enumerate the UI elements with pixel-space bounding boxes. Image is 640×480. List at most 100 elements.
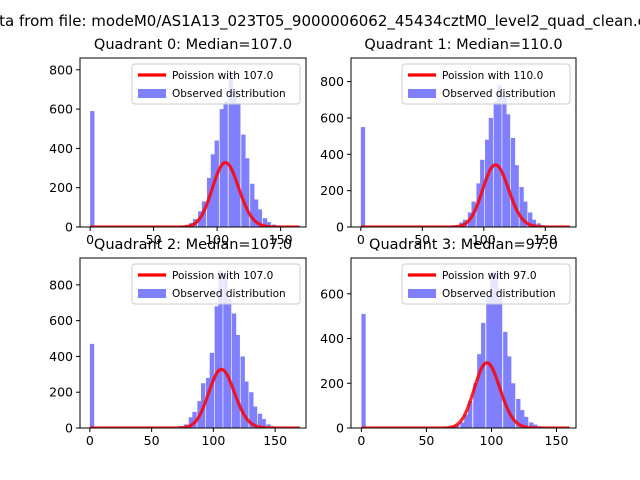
histogram-bar (231, 313, 237, 428)
panel-title: Quadrant 2: Median=107.0 (94, 237, 292, 253)
histogram-bar (261, 419, 266, 428)
panel-title: Quadrant 3: Median=97.0 (369, 237, 558, 253)
histogram-bar (519, 187, 524, 227)
axes-frame (350, 57, 577, 228)
y-tick-label: 600 (49, 313, 73, 328)
histogram-bar (497, 85, 502, 227)
y-tick-label: 400 (49, 349, 73, 364)
x-tick-label: 100 (205, 232, 229, 247)
quadrant-panel-1: 0 50 100 150 0 200 400 600 800 Quadrant 1: Median… (320, 37, 577, 247)
histogram-bar (481, 322, 486, 428)
axes-frame (79, 57, 307, 228)
panel-title: Quadrant 0: Median=107.0 (94, 37, 292, 53)
legend: Poission with 97.0 Observed distribution (401, 263, 571, 305)
histogram-bar (188, 417, 193, 428)
histogram-bar (464, 414, 469, 428)
histogram-bar (494, 271, 499, 428)
legend-label-observed: Observed distribution (442, 88, 556, 100)
quadrant-panel-0: 0 50 100 150 0 200 400 600 800 Quadrant 0: Median… (49, 37, 307, 247)
x-tick-label: 0 (86, 433, 94, 448)
histogram-bar (226, 299, 232, 428)
histogram-bar (460, 422, 465, 428)
histogram-bar (219, 109, 224, 227)
histogram-bar (262, 218, 268, 227)
axes-frame (79, 257, 307, 429)
histogram-bar (257, 413, 263, 428)
histogram-bar (192, 411, 197, 428)
histogram-bar (473, 383, 478, 428)
poisson-curve (360, 163, 571, 227)
histogram-bar (523, 201, 528, 227)
y-tick-label: 400 (320, 331, 344, 346)
x-tick-label: 50 (414, 232, 430, 247)
legend-bar-swatch (138, 89, 166, 98)
histogram-bar (510, 383, 516, 428)
histogram-bar (507, 356, 512, 428)
legend: Poission with 107.0 Observed distribution (131, 63, 301, 105)
y-tick-label: 600 (49, 102, 73, 117)
poisson-curve (89, 161, 300, 227)
histogram-bar (223, 274, 228, 428)
legend-label-observed: Observed distribution (172, 88, 286, 100)
histogram-bar (514, 165, 519, 227)
x-tick-label: 50 (418, 433, 434, 448)
legend-label-poisson: Poission with 107.0 (172, 270, 273, 282)
histogram-bar (250, 183, 255, 227)
legend-label-poisson: Poission with 97.0 (442, 270, 537, 282)
histogram-bar (531, 219, 537, 227)
y-tick-label: 200 (320, 183, 344, 198)
histogram-bar (89, 343, 95, 428)
histogram-bar (490, 271, 495, 428)
legend: Poission with 107.0 Observed distribution (131, 263, 301, 305)
histogram-bar (245, 158, 250, 227)
histogram-bar (361, 313, 366, 428)
legend-bar-swatch (408, 289, 436, 298)
histogram-bar (516, 398, 521, 428)
panel-title: Quadrant 1: Median=110.0 (364, 37, 562, 53)
histogram-bar (241, 134, 246, 227)
histogram-bar (214, 140, 219, 227)
legend-box (401, 263, 571, 305)
y-tick-label: 200 (49, 385, 73, 400)
x-tick-label: 150 (269, 232, 293, 247)
y-tick-label: 400 (320, 147, 344, 162)
x-tick-label: 0 (357, 232, 365, 247)
x-tick-label: 100 (201, 433, 225, 448)
histogram-bar (253, 199, 259, 227)
y-tick-label: 0 (336, 220, 344, 235)
legend-label-poisson: Poission with 110.0 (442, 70, 543, 82)
axes-frame (350, 257, 577, 429)
histogram-bar (528, 212, 533, 227)
histogram-bar (497, 298, 503, 428)
x-tick-label: 50 (144, 433, 160, 448)
histogram-bar (244, 381, 249, 428)
y-tick-label: 600 (320, 286, 344, 301)
histogram-bar (209, 352, 214, 428)
histogram-bar (240, 356, 245, 428)
y-tick-label: 600 (320, 110, 344, 125)
histogram-bar (502, 96, 507, 227)
y-tick-label: 200 (320, 376, 344, 391)
histogram-bar (236, 103, 241, 227)
plot-area (89, 270, 301, 428)
histogram-bar (249, 392, 254, 428)
figure-suptitle: Data from file: modeM0/AS1A13_023T05_900… (0, 12, 640, 31)
quadrant-panel-3: 0 50 100 150 0 200 400 600 Quadrant 3: Median=97… (320, 237, 577, 448)
legend-box (401, 63, 571, 105)
histogram-bar (214, 306, 219, 428)
legend-bar-swatch (408, 89, 436, 98)
y-tick-label: 400 (49, 141, 73, 156)
histogram-bar (232, 89, 237, 227)
y-tick-label: 0 (336, 421, 344, 436)
y-tick-label: 200 (49, 180, 73, 195)
plot-area (360, 85, 571, 227)
histogram-bar (520, 410, 525, 428)
y-tick-label: 800 (49, 62, 73, 77)
histogram-bar (503, 331, 508, 428)
histogram-bar (477, 354, 482, 428)
histogram-bar (488, 117, 494, 227)
histogram-bar (235, 334, 240, 428)
histogram-bar (529, 422, 534, 428)
x-tick-label: 150 (533, 232, 557, 247)
